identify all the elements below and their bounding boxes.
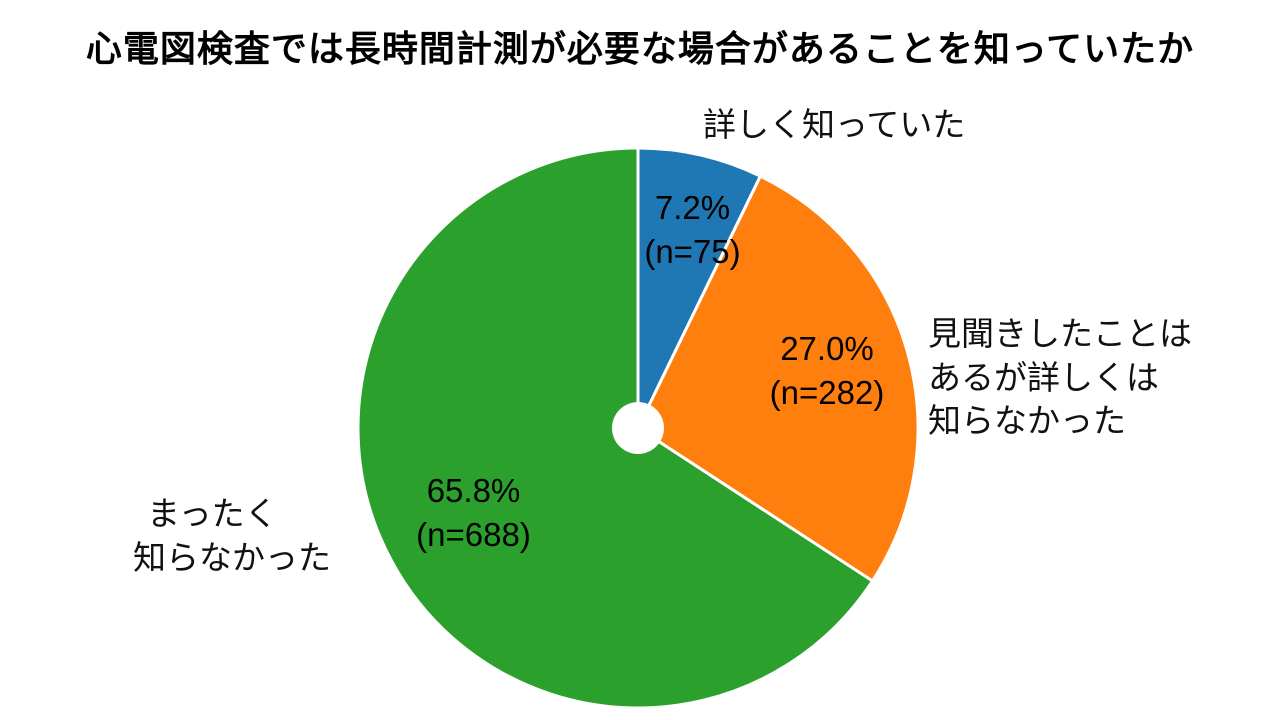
value-slice-did-not-know: 65.8% (n=688) bbox=[391, 469, 556, 556]
label-slice-heard-of: 見聞きしたことは あるが詳しくは 知らなかった bbox=[928, 312, 1192, 443]
label-line: あるが詳しくは bbox=[928, 358, 1159, 396]
n-value: (n=688) bbox=[416, 515, 531, 553]
label-line: まったく bbox=[147, 495, 278, 532]
pct-value: 27.0% bbox=[780, 330, 874, 367]
pie-slice-1 bbox=[636, 146, 762, 430]
n-value: (n=75) bbox=[644, 232, 741, 270]
donut-hole bbox=[612, 402, 664, 454]
label-slice-did-not-know: まったく 知らなかった bbox=[133, 492, 331, 579]
n-value: (n=282) bbox=[769, 373, 885, 411]
label-line: 知らなかった bbox=[928, 402, 1126, 440]
pct-value: 7.2% bbox=[654, 189, 731, 226]
value-slice-heard-of: 27.0% (n=282) bbox=[742, 327, 912, 414]
label-line: 見聞きしたことは bbox=[928, 315, 1192, 352]
pct-value: 65.8% bbox=[426, 472, 521, 509]
label-line: 知らなかった bbox=[133, 538, 331, 576]
pie-slice-2 bbox=[636, 174, 920, 583]
label-line: 詳しく知っていた bbox=[703, 106, 966, 143]
value-slice-detail-knew: 7.2% (n=75) bbox=[610, 186, 775, 273]
label-slice-detail-knew: 詳しく知っていた bbox=[703, 103, 965, 147]
chart-title: 心電図検査では長時間計測が必要な場合があることを知っていたか bbox=[85, 28, 1195, 69]
